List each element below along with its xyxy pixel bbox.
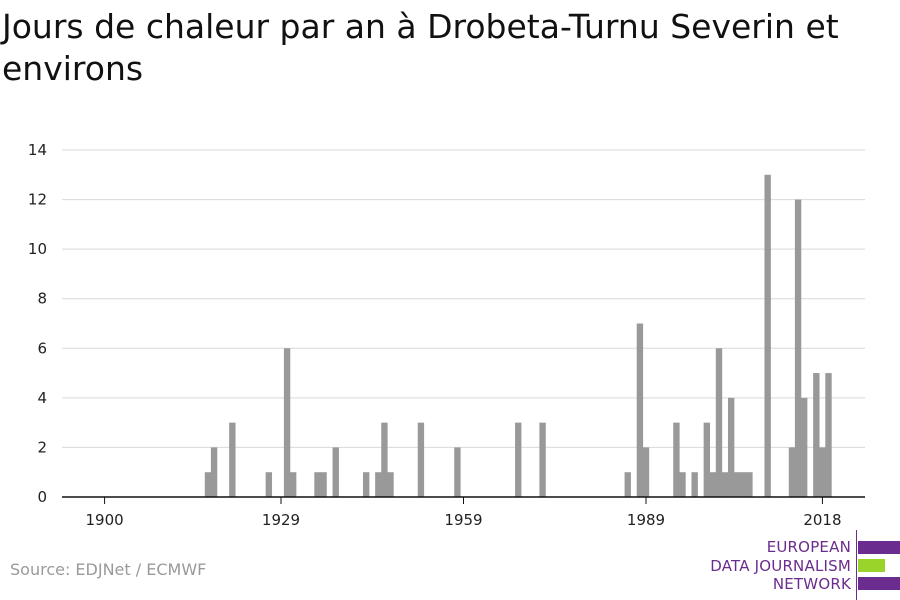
y-tick-label: 6: [37, 339, 47, 357]
bars: [204, 174, 832, 498]
x-tick-label: 1989: [627, 511, 665, 529]
bar-2006: [746, 472, 753, 497]
bar-2019: [825, 373, 832, 497]
bar-2014: [794, 199, 802, 498]
chart-title: Jours de chaleur par an à Drobeta-Turnu …: [2, 7, 839, 88]
bar-2017: [813, 373, 820, 497]
x-tick-label: 1929: [262, 511, 300, 529]
bar-2005: [740, 472, 747, 497]
edjnet-logo-text: EUROPEAN DATA JOURNALISM NETWORK: [710, 538, 851, 594]
logo-bar-purple-bottom: [858, 577, 900, 590]
y-tick-label: 8: [37, 290, 47, 308]
bar-1931: [289, 472, 297, 497]
bar-1945: [375, 472, 382, 497]
bar-1946: [381, 422, 388, 497]
bar-2003: [727, 397, 735, 497]
x-tick-label: 1900: [85, 511, 123, 529]
bar-1917: [204, 472, 212, 497]
y-tick-label: 4: [37, 389, 47, 407]
source-note: Source: EDJNet / ECMWF: [10, 560, 207, 579]
bar-1995: [679, 472, 686, 497]
bar-1994: [673, 422, 680, 497]
x-tick-label: 2018: [803, 511, 841, 529]
bar-1930: [283, 348, 291, 497]
bar-1989: [642, 447, 650, 497]
y-tick-label: 10: [28, 240, 47, 258]
x-tick-label: 1959: [444, 511, 482, 529]
bar-1952: [417, 422, 425, 497]
bar-2000: [709, 472, 717, 497]
y-tick-label: 14: [28, 141, 47, 159]
bar-2004: [734, 472, 741, 497]
logo-bar-green: [858, 559, 885, 572]
bar-1968: [515, 422, 522, 497]
logo-divider: [856, 530, 857, 600]
bar-1936: [320, 472, 327, 497]
bar-2009: [764, 174, 771, 498]
y-tick-label: 2: [37, 438, 47, 456]
bar-2002: [721, 472, 729, 497]
y-tick-label: 12: [28, 191, 47, 209]
bar-1997: [691, 472, 698, 497]
y-tick-label: 0: [37, 488, 47, 506]
logo-bar-purple-top: [858, 541, 900, 554]
bar-2013: [788, 447, 796, 497]
bar-2001: [715, 348, 723, 497]
bar-2015: [800, 397, 808, 497]
logo-line-2: DATA JOURNALISM: [710, 556, 851, 575]
bar-1958: [454, 447, 461, 497]
bar-1921: [229, 422, 236, 497]
bar-1918: [210, 447, 218, 497]
bar-1935: [314, 472, 321, 497]
bar-1986: [624, 472, 631, 497]
logo-line-3: NETWORK: [772, 575, 851, 593]
y-axis-ticks: 0 2 4 6 8 10 12 14: [28, 141, 47, 506]
x-axis-ticks: 1900 1929 1959 1989 2018: [85, 497, 842, 529]
gridlines: [62, 149, 865, 448]
bar-1947: [387, 472, 394, 497]
bar-2018: [819, 447, 826, 497]
bar-1999: [703, 422, 711, 497]
logo-line-1: EUROPEAN: [766, 538, 851, 556]
bar-1927: [265, 472, 273, 497]
bar-1988: [636, 323, 644, 497]
bar-1972: [539, 422, 546, 497]
bar-1943: [362, 472, 370, 497]
bar-1938: [332, 447, 339, 497]
